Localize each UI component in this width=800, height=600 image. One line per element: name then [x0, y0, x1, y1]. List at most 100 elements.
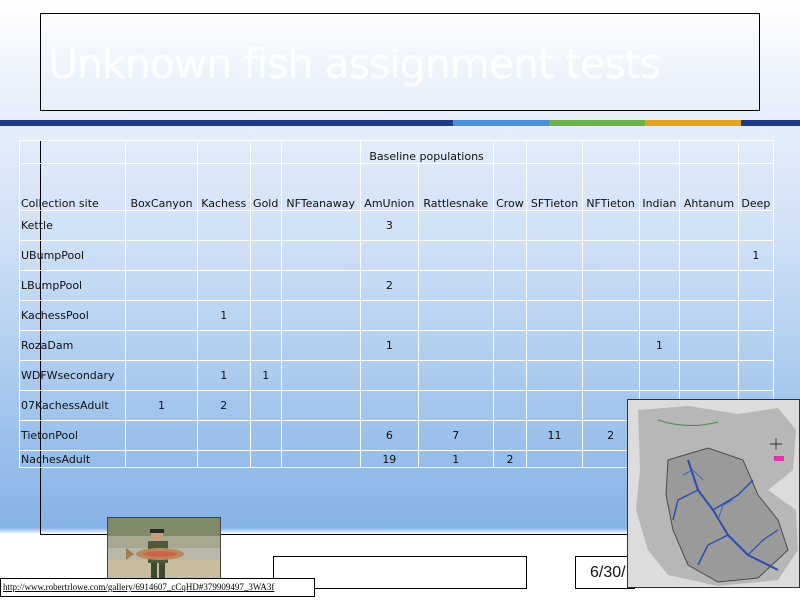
column-header: SFTieton	[526, 163, 583, 211]
count-cell	[125, 360, 198, 391]
count-cell	[196, 210, 251, 241]
count-cell: 19	[359, 450, 419, 468]
count-cell	[125, 420, 198, 451]
count-cell	[492, 330, 528, 361]
count-cell	[280, 240, 361, 271]
count-cell	[737, 330, 775, 361]
count-cell	[737, 210, 775, 241]
count-cell: 1	[417, 450, 494, 468]
count-cell	[280, 450, 361, 468]
yakima-basin-map	[627, 399, 800, 588]
table-row: NachesAdult 19 1 2	[18, 450, 775, 468]
count-cell: 2	[196, 390, 251, 421]
stripe-segment	[741, 120, 800, 126]
count-cell	[581, 210, 640, 241]
count-cell	[638, 270, 681, 301]
count-cell	[249, 240, 282, 271]
header-spacer	[125, 140, 198, 164]
count-cell	[417, 360, 494, 391]
count-cell	[249, 450, 282, 468]
collection-site-cell: 07KachessAdult	[18, 390, 127, 421]
collection-site-cell: RozaDam	[18, 330, 127, 361]
count-cell	[638, 240, 681, 271]
header-spacer	[638, 140, 681, 164]
collection-site-header: Collection site	[18, 163, 127, 211]
count-cell	[679, 210, 739, 241]
count-cell	[737, 300, 775, 331]
table-row: Kettle 3	[18, 210, 775, 241]
count-cell	[417, 300, 494, 331]
count-cell: 7	[417, 420, 494, 451]
title-placeholder-box	[40, 13, 760, 111]
count-cell: 1	[249, 360, 282, 391]
count-cell	[359, 300, 419, 331]
table-row: RozaDam 1 1	[18, 330, 775, 361]
header-spacer	[492, 140, 528, 164]
collection-site-cell: Kettle	[18, 210, 127, 241]
header-spacer	[280, 140, 361, 164]
count-cell	[581, 270, 640, 301]
count-cell: 2	[359, 270, 419, 301]
collection-site-cell: NachesAdult	[18, 450, 127, 468]
count-cell	[280, 210, 361, 241]
count-cell	[679, 240, 739, 271]
count-cell	[280, 330, 361, 361]
count-cell	[417, 270, 494, 301]
count-cell	[526, 390, 583, 421]
decorative-stripe	[0, 120, 800, 126]
count-cell: 6	[359, 420, 419, 451]
slide-title: Unknown fish assignment tests	[48, 40, 661, 88]
photo-credit-link[interactable]: http://www.robertrlowe.com/gallery/69146…	[3, 582, 275, 592]
collection-site-cell: KachessPool	[18, 300, 127, 331]
stripe-segment	[0, 120, 453, 126]
count-cell	[638, 360, 681, 391]
count-cell	[280, 420, 361, 451]
header-spacer	[18, 140, 127, 164]
table-row: KachessPool 1	[18, 300, 775, 331]
count-cell	[492, 300, 528, 331]
count-cell	[492, 390, 528, 421]
angler-photo-art	[108, 518, 220, 578]
count-cell	[280, 300, 361, 331]
count-cell	[280, 270, 361, 301]
slide-date: 6/30/	[590, 564, 626, 581]
count-cell	[526, 240, 583, 271]
count-cell	[249, 270, 282, 301]
count-cell	[417, 390, 494, 421]
count-cell	[125, 300, 198, 331]
footer-text-box	[273, 556, 527, 589]
count-cell	[638, 210, 681, 241]
count-cell	[196, 330, 251, 361]
count-cell	[679, 300, 739, 331]
header-spacer	[196, 140, 251, 164]
count-cell	[679, 330, 739, 361]
table-row: LBumpPool 2	[18, 270, 775, 301]
count-cell	[125, 330, 198, 361]
column-header: NFTeanaway	[280, 163, 361, 211]
column-header: Kachess	[196, 163, 251, 211]
column-header: Deep	[737, 163, 775, 211]
count-cell	[526, 270, 583, 301]
collection-site-cell: UBumpPool	[18, 240, 127, 271]
count-cell	[359, 360, 419, 391]
count-cell	[196, 450, 251, 468]
count-cell: 1	[125, 390, 198, 421]
count-cell	[737, 270, 775, 301]
stripe-segment	[549, 120, 645, 126]
header-spacer	[526, 140, 583, 164]
count-cell	[492, 270, 528, 301]
column-header: Crow	[492, 163, 528, 211]
count-cell	[492, 360, 528, 391]
column-header: Rattlesnake	[417, 163, 494, 211]
baseline-band-label: Baseline populations	[359, 140, 494, 164]
count-cell	[492, 240, 528, 271]
count-cell: 1	[359, 330, 419, 361]
count-cell	[581, 360, 640, 391]
count-cell	[581, 300, 640, 331]
count-cell: 1	[196, 300, 251, 331]
count-cell: 2	[492, 450, 528, 468]
count-cell	[679, 360, 739, 391]
assignment-table: Baseline populations Collection site Box…	[18, 140, 775, 468]
count-cell	[526, 330, 583, 361]
count-cell	[196, 420, 251, 451]
